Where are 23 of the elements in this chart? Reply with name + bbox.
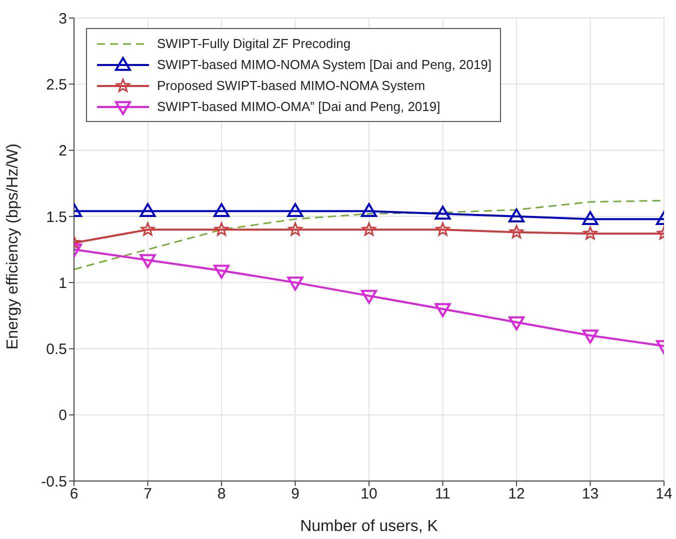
legend-label: SWIPT-based MIMO-NOMA System [Dai and Peng, 2019] [157, 57, 492, 72]
legend-label: SWIPT-Fully Digital ZF Precoding [157, 36, 351, 51]
x-tick-label: 9 [291, 486, 300, 503]
x-tick-label: 8 [217, 486, 226, 503]
y-tick-label: 2 [58, 142, 67, 160]
x-tick-label: 14 [656, 486, 672, 503]
y-tick-label: 3 [58, 10, 67, 28]
x-tick-label: 13 [582, 486, 599, 503]
y-axis-title: Energy efficiency (bps/Hz/W) [4, 144, 22, 350]
x-tick-label: 7 [144, 486, 152, 503]
y-tick-label: -0.5 [41, 473, 67, 490]
legend-label: Proposed SWIPT-based MIMO-NOMA System [157, 78, 426, 93]
y-tick-label: 0 [58, 407, 67, 424]
x-tick-label: 6 [70, 486, 78, 503]
y-tick-label: 2.5 [46, 76, 67, 94]
y-tick-label: 1 [58, 274, 67, 292]
legend-label: SWIPT-based MIMO-OMA” [Dai and Peng, 2019] [157, 99, 440, 114]
x-tick-label: 11 [434, 486, 451, 503]
y-tick-label: 1.5 [46, 208, 67, 226]
x-tick-label: 10 [360, 486, 378, 503]
x-axis-title: Number of users, K [300, 518, 438, 535]
x-tick-label: 12 [508, 486, 525, 503]
y-tick-label: 0.5 [46, 341, 67, 358]
